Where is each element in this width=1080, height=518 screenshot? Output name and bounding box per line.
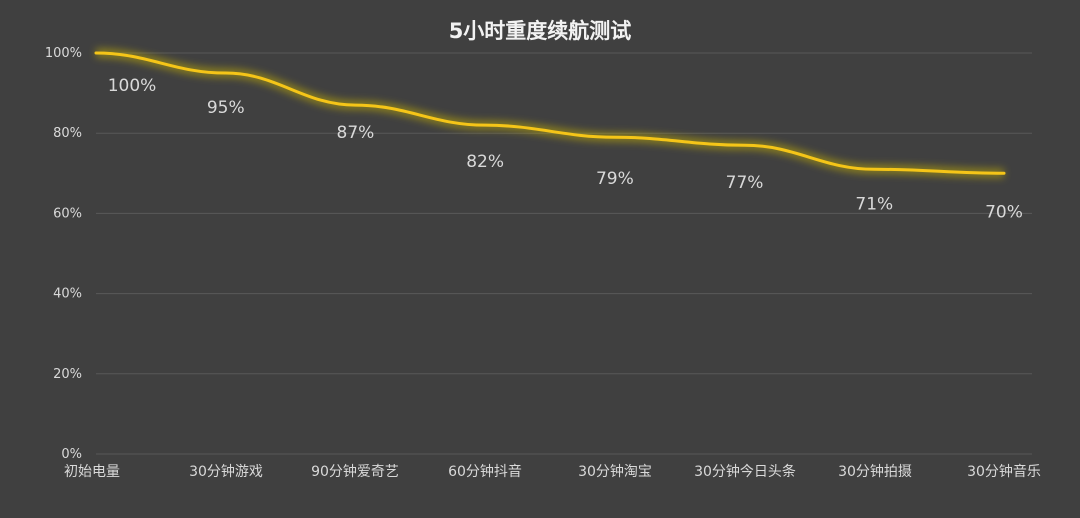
y-tick-label: 100%	[45, 46, 82, 61]
series-line	[94, 51, 1006, 175]
y-axis-ticks: 0% 20% 40% 60% 80% 100%	[45, 46, 82, 462]
data-point	[1003, 172, 1005, 174]
x-tick-label: 60分钟抖音	[448, 463, 522, 480]
chart-title: 5小时重度续航测试	[449, 19, 632, 43]
y-tick-label: 60%	[53, 206, 82, 221]
x-tick-label: 30分钟今日头条	[694, 463, 796, 480]
data-label: 77%	[726, 173, 764, 193]
x-tick-label: 30分钟音乐	[967, 463, 1041, 480]
x-axis-ticks: 初始电量 30分钟游戏 90分钟爱奇艺 60分钟抖音 30分钟淘宝 30分钟今日头条 30分…	[64, 463, 1041, 480]
data-label: 82%	[466, 152, 504, 172]
data-label: 79%	[596, 169, 634, 189]
series-line-group	[94, 48, 1006, 178]
data-label: 71%	[855, 194, 893, 214]
x-tick-label: 初始电量	[64, 463, 120, 480]
data-point	[873, 168, 875, 170]
data-point	[614, 136, 616, 138]
y-tick-label: 20%	[53, 367, 82, 382]
data-point	[95, 52, 97, 54]
y-tick-label: 40%	[53, 287, 82, 302]
x-tick-label: 30分钟拍摄	[838, 463, 912, 480]
data-label: 95%	[207, 98, 245, 118]
data-label: 70%	[985, 202, 1023, 222]
data-labels: 100% 95% 87% 82% 79% 77% 71% 70%	[108, 76, 1023, 222]
y-tick-label: 0%	[61, 447, 82, 462]
data-point	[354, 104, 356, 106]
data-point	[225, 72, 227, 74]
y-tick-label: 80%	[53, 126, 82, 141]
x-tick-label: 90分钟爱奇艺	[311, 463, 399, 480]
data-label: 87%	[337, 123, 375, 143]
data-point	[744, 144, 746, 146]
data-point	[484, 124, 486, 126]
data-label: 100%	[108, 76, 157, 96]
x-tick-label: 30分钟淘宝	[578, 463, 652, 480]
x-tick-label: 30分钟游戏	[189, 463, 263, 480]
